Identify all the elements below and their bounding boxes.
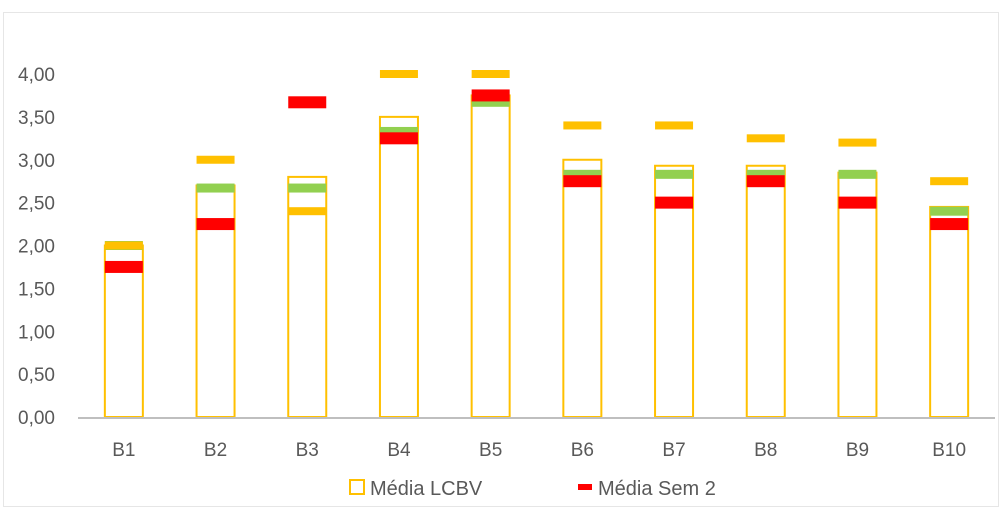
marker-green-b6 xyxy=(563,169,602,179)
marker-media-sem-2-b6 xyxy=(563,175,602,188)
bar-b4 xyxy=(378,115,419,418)
marker-yellow-b1 xyxy=(104,241,143,250)
x-tick-label: B1 xyxy=(112,440,135,461)
marker-green-b9 xyxy=(838,169,877,179)
chart-border xyxy=(3,12,999,507)
y-tick-label: 4,00 xyxy=(18,65,55,86)
x-tick-label: B5 xyxy=(479,440,502,461)
marker-media-sem-2-b3 xyxy=(288,96,327,109)
legend: Média LCBV Média Sem 2 xyxy=(349,478,716,500)
bar-b3 xyxy=(287,175,328,418)
marker-media-sem-2-b9 xyxy=(838,196,877,209)
legend-swatch-marker xyxy=(578,484,592,490)
y-tick-label: 1,00 xyxy=(18,322,55,343)
bar-b10 xyxy=(929,205,970,418)
marker-green-b4 xyxy=(379,126,418,136)
marker-green-b10 xyxy=(930,206,969,216)
marker-yellow-b9 xyxy=(838,138,877,147)
legend-swatch-bar xyxy=(349,479,365,495)
marker-media-sem-2-b1 xyxy=(104,260,143,273)
marker-media-sem-2-b4 xyxy=(379,132,418,145)
marker-media-sem-2-b8 xyxy=(746,175,785,188)
y-tick-label: 3,50 xyxy=(18,108,55,129)
marker-media-sem-2-b7 xyxy=(655,196,694,209)
y-tick-label: 2,50 xyxy=(18,194,55,215)
x-tick-label: B4 xyxy=(387,440,411,461)
markers xyxy=(104,70,969,273)
x-tick-label: B2 xyxy=(204,440,227,461)
marker-yellow-b2 xyxy=(196,155,235,164)
y-axis: 0,00 0,50 1,00 1,50 2,00 2,50 3,00 3,50 4,00 xyxy=(18,65,55,429)
x-tick-label: B8 xyxy=(754,440,777,461)
x-tick-label: B7 xyxy=(662,440,685,461)
marker-yellow-b5 xyxy=(471,70,510,78)
y-tick-label: 3,00 xyxy=(18,151,55,172)
marker-yellow-b10 xyxy=(930,177,969,186)
y-tick-label: 0,50 xyxy=(18,365,55,386)
marker-yellow-b8 xyxy=(746,134,785,143)
marker-yellow-b3 xyxy=(288,207,327,216)
bar-b8 xyxy=(745,164,786,418)
marker-green-b5 xyxy=(471,97,510,107)
marker-green-b7 xyxy=(655,169,694,179)
marker-yellow-b6 xyxy=(563,121,602,130)
marker-yellow-b4 xyxy=(379,70,418,78)
y-tick-label: 1,50 xyxy=(18,279,55,300)
marker-media-sem-2-b2 xyxy=(196,218,235,231)
marker-green-b3 xyxy=(288,183,327,193)
marker-green-b2 xyxy=(196,183,235,193)
marker-yellow-b7 xyxy=(655,121,694,130)
legend-label: Média LCBV xyxy=(370,478,483,500)
y-tick-label: 2,00 xyxy=(18,237,55,258)
bar-b5 xyxy=(470,94,511,418)
y-tick-label: 0,00 xyxy=(18,408,55,429)
marker-green-b8 xyxy=(746,169,785,179)
marker-media-sem-2-b10 xyxy=(930,218,969,231)
bar-b9 xyxy=(837,171,878,418)
x-axis: B1 B2 B3 B4 B5 B6 B7 B8 B9 B10 xyxy=(112,440,966,461)
x-tick-label: B9 xyxy=(846,440,869,461)
bar-b6 xyxy=(562,158,603,418)
x-tick-label: B3 xyxy=(296,440,319,461)
x-tick-label: B6 xyxy=(571,440,594,461)
legend-label: Média Sem 2 xyxy=(598,478,716,500)
marker-media-sem-2-b5 xyxy=(471,89,510,102)
x-tick-label: B10 xyxy=(932,440,966,461)
